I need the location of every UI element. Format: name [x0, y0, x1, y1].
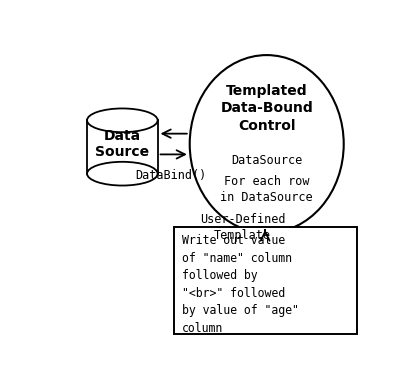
- Text: User-Defined
Template: User-Defined Template: [199, 213, 285, 241]
- Polygon shape: [87, 120, 157, 174]
- Text: For each row
in DataSource: For each row in DataSource: [220, 176, 312, 204]
- Text: DataBind(): DataBind(): [135, 169, 206, 182]
- Text: Templated
Data-Bound
Control: Templated Data-Bound Control: [220, 84, 312, 133]
- Ellipse shape: [87, 109, 157, 132]
- FancyBboxPatch shape: [173, 227, 356, 334]
- Text: Write out value
of "name" column
followed by
"<br>" followed
by value of "age"
c: Write out value of "name" column followe…: [181, 234, 298, 335]
- Ellipse shape: [189, 55, 343, 233]
- Text: Data
Source: Data Source: [95, 129, 149, 159]
- Text: DataSource: DataSource: [230, 154, 301, 167]
- Ellipse shape: [87, 162, 157, 186]
